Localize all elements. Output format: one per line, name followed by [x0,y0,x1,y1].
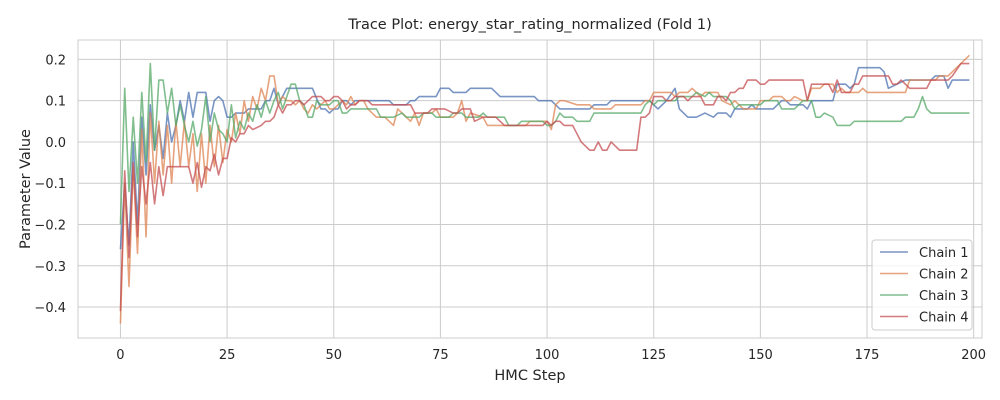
legend: Chain 1 Chain 2 Chain 3 Chain 4 [871,239,973,331]
x-tick-label: 125 [641,348,666,363]
chart-title: Trace Plot: energy_star_rating_normalize… [347,17,711,33]
x-tick-label: 0 [116,348,124,363]
plot-frame [77,39,983,339]
y-tick-label: −0.1 [34,177,66,192]
x-tick-label: 75 [432,348,449,363]
legend-box [871,239,973,331]
y-axis-label: Parameter Value [18,129,34,249]
legend-label-chain-3: Chain 3 [919,289,969,304]
x-tick-label: 50 [325,348,342,363]
x-tick-label: 150 [748,348,773,363]
y-tick-label: −0.2 [34,218,66,233]
x-tick-label: 25 [219,348,236,363]
grid [78,40,982,338]
x-tick-label: 200 [961,348,986,363]
y-tick-label: 0.1 [45,95,66,110]
y-tick-label: −0.3 [34,260,66,275]
legend-label-chain-2: Chain 2 [919,268,969,283]
x-axis-label: HMC Step [494,368,565,384]
y-tick-label: 0.2 [45,53,66,68]
y-tick-label: −0.4 [34,301,66,316]
series-line-chain-2 [119,54,970,324]
x-tick-label: 100 [535,348,560,363]
series-line-chain-3 [119,62,970,225]
series-lines [119,54,970,324]
legend-label-chain-4: Chain 4 [919,311,969,326]
series-line-chain-4 [119,62,970,312]
y-tick-label: 0.0 [45,136,66,151]
legend-label-chain-1: Chain 1 [919,246,969,261]
tick-labels: 0 25 50 75 100 125 150 175 200 −0.4 −0.3 −0.2 −0.1 0.… [34,53,986,363]
x-tick-label: 175 [855,348,880,363]
